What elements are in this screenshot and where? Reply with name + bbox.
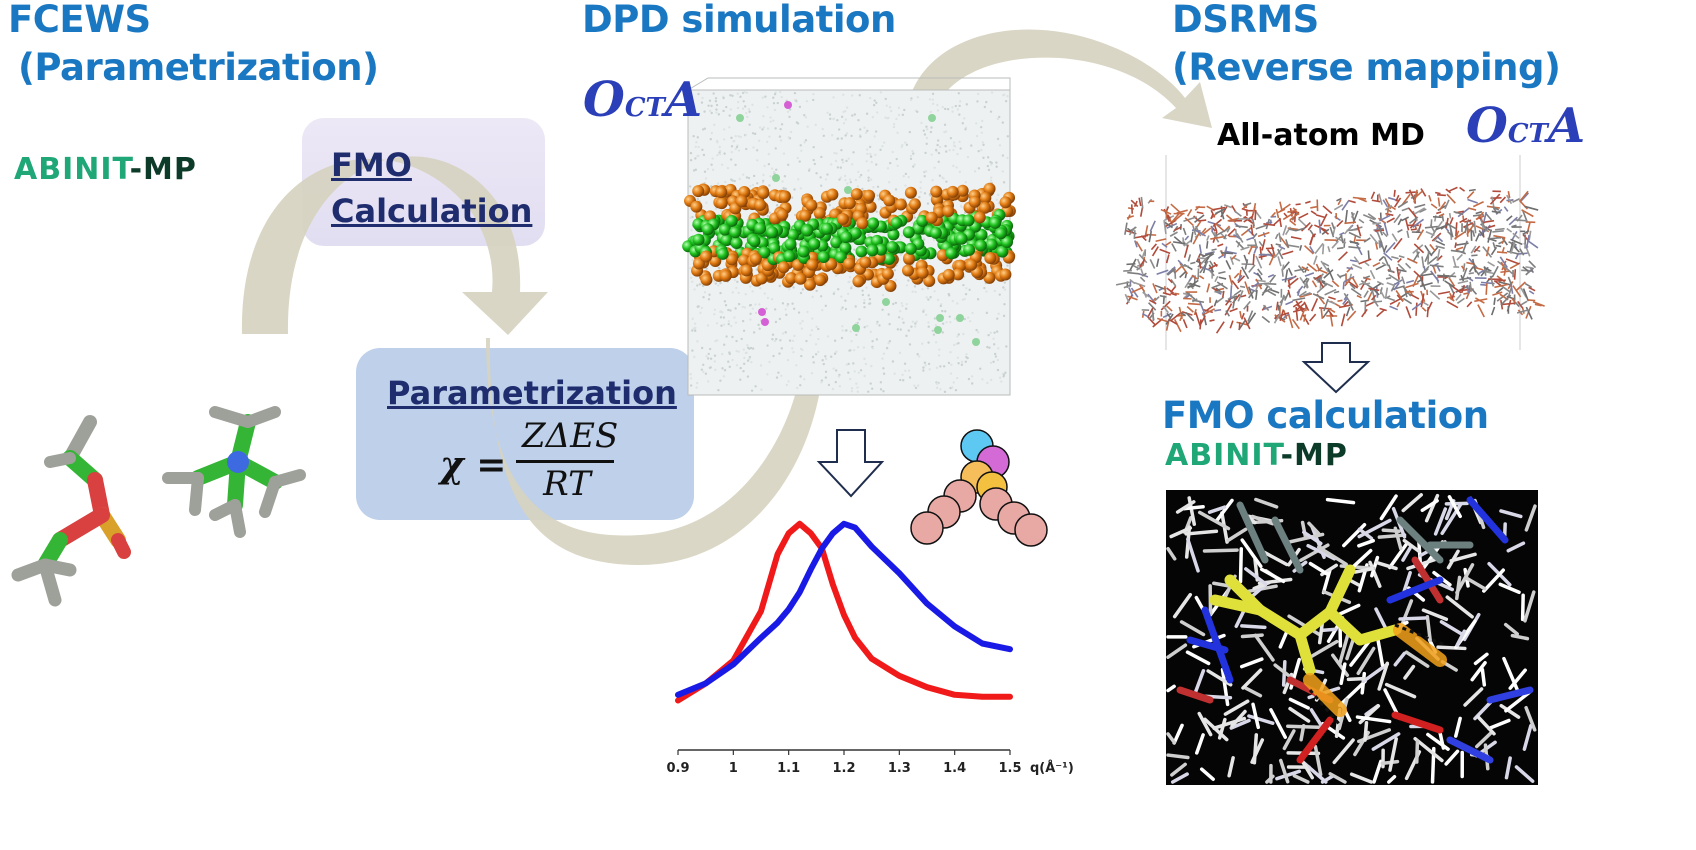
all-atom-md-label: All-atom MD — [1217, 118, 1425, 153]
octa-logo-dpd: OCTA — [583, 72, 702, 128]
chart-x-tick-label: 1.5 — [998, 761, 1021, 776]
formula-numerator: ZΔES — [522, 416, 619, 456]
chart-series-line-1 — [675, 520, 1013, 704]
chi-formula: χ = ZΔES RT — [440, 416, 640, 506]
chart-series-line-2 — [675, 520, 1013, 698]
formula-denominator: RT — [543, 464, 591, 504]
formula-fraction-bar — [516, 460, 614, 463]
octa-logo-ct: CT — [624, 93, 665, 123]
dpd-simulation-box — [682, 77, 1016, 396]
curved-arrow-dsrms — [905, 29, 1212, 128]
abinit-logo-text: ABINIT — [1165, 438, 1281, 473]
fcews-title: FCEWS — [8, 0, 151, 41]
curved-arrow-fmo — [241, 156, 548, 335]
formula-lhs: χ = — [440, 444, 507, 486]
fcews-subtitle: (Parametrization) — [18, 46, 379, 89]
fmo-calculation-label: FMO Calculation — [331, 142, 532, 234]
octa-logo-dsrms: OCTA — [1466, 98, 1585, 154]
ammonium-molecule — [162, 406, 306, 538]
chart-x-tick-label: 1.1 — [777, 761, 800, 776]
membrane-bilayer — [682, 101, 1016, 346]
fmo-label-line2: Calculation — [331, 192, 533, 230]
scattering-chart: 0.9 1 1.1 1.2 1.3 1.4 1.5 q(Å⁻¹) — [666, 520, 1074, 776]
dsrms-title: DSRMS — [1172, 0, 1319, 41]
dsrms-subtitle: (Reverse mapping) — [1172, 46, 1561, 89]
octa-logo-a: A — [664, 72, 703, 128]
curved-arrow-dpd — [486, 338, 842, 565]
fmo-structure-render — [1166, 490, 1538, 785]
chart-x-tick-label: 0.9 — [666, 761, 689, 776]
chart-x-axis-label: q(Å⁻¹) — [1030, 760, 1074, 776]
abinit-mp-logo-left: ABINIT-MP — [14, 152, 197, 187]
chart-x-tick-label: 1.4 — [943, 761, 966, 776]
down-arrow-dpd-icon — [816, 429, 885, 498]
chart-x-tick-label: 1.3 — [888, 761, 911, 776]
fcews-heading: FCEWS (Parametrization) — [8, 0, 379, 92]
octa-logo-a: A — [1547, 98, 1586, 154]
octa-logo-o: O — [1466, 98, 1508, 154]
octa-logo-ct: CT — [1507, 119, 1548, 149]
parametrization-label: Parametrization — [387, 374, 677, 412]
chart-x-tick-label: 1 — [729, 761, 738, 776]
mp-logo-text: -MP — [1280, 438, 1348, 473]
down-arrow-dsrms-icon — [1301, 342, 1371, 394]
mp-logo-text: -MP — [129, 152, 197, 187]
octa-logo-o: O — [583, 72, 625, 128]
coarse-grained-bead-model — [910, 429, 1048, 547]
dsrms-heading: DSRMS (Reverse mapping) — [1172, 0, 1561, 92]
fmo-calculation-heading: FMO calculation — [1162, 394, 1489, 437]
abinit-mp-logo-right: ABINIT-MP — [1165, 438, 1348, 473]
abinit-logo-text: ABINIT — [14, 152, 130, 187]
lipid-bilayer-atoms — [1115, 186, 1545, 334]
parametrization-box — [356, 348, 694, 520]
dpd-heading: DPD simulation — [582, 0, 896, 41]
fmo-label-line1: FMO — [331, 146, 412, 184]
phosphate-molecule — [11, 415, 131, 607]
chart-x-tick-label: 1.2 — [832, 761, 855, 776]
all-atom-md-box — [1115, 155, 1545, 350]
